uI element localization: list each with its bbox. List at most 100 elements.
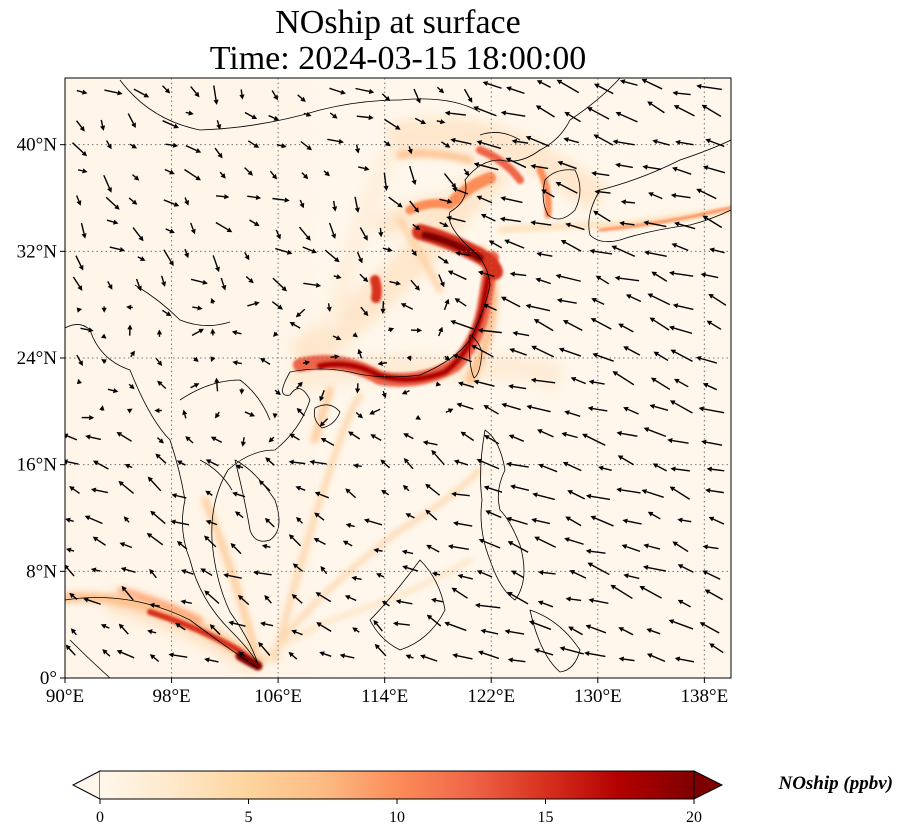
wind-arrow [641, 489, 664, 498]
wind-arrow [677, 517, 692, 523]
wind-arrow [610, 584, 633, 600]
wind-arrow [401, 549, 414, 555]
lon-tick-label: 106°E [254, 686, 302, 707]
wind-arrow [592, 352, 614, 362]
wind-arrow [702, 383, 718, 391]
wind-arrow [589, 248, 613, 255]
wind-arrow [483, 303, 497, 311]
wind-arrow [444, 621, 467, 632]
wind-arrow [649, 317, 670, 331]
wind-arrow [314, 491, 330, 499]
wind-arrow [704, 589, 723, 601]
wind-arrow [288, 459, 306, 465]
wind-arrow [591, 298, 605, 306]
wind-arrow [313, 538, 326, 545]
wind-arrow [706, 466, 725, 472]
wind-arrow [215, 221, 233, 233]
wind-arrow [564, 410, 581, 417]
wind-arrow [405, 654, 414, 660]
wind-arrow [339, 653, 355, 659]
wind-arrow [507, 541, 529, 553]
wind-arrow [359, 273, 369, 283]
wind-arrow [342, 540, 353, 547]
wind-arrow [476, 458, 500, 470]
wind-arrow [614, 275, 640, 282]
wind-arrow [296, 407, 305, 417]
wind-arrow [672, 541, 689, 553]
wind-arrow [205, 490, 213, 496]
wind-arrow [436, 86, 445, 94]
wind-arrow [702, 570, 721, 580]
wind-arrow [438, 326, 443, 337]
wind-arrow [436, 119, 446, 125]
wind-arrow [500, 110, 526, 117]
lon-ticks: 90°E 98°E 106°E 114°E 122°E 130°E 138°E [46, 678, 728, 707]
wind-arrow [530, 377, 556, 384]
wind-arrow [588, 379, 605, 385]
wind-arrow [642, 564, 667, 572]
wind-arrow [296, 516, 303, 524]
wind-arrow [568, 626, 583, 636]
wind-arrow [512, 330, 530, 337]
wind-arrow [205, 519, 218, 526]
wind-arrow [332, 335, 342, 341]
wind-arrow [118, 480, 135, 494]
wind-arrow [430, 597, 443, 603]
wind-arrow [65, 547, 75, 553]
wind-arrow [395, 599, 413, 605]
wind-arrow [425, 483, 441, 496]
wind-arrow [677, 564, 694, 573]
wind-arrow [72, 142, 88, 157]
wind-arrow [76, 89, 88, 95]
wind-arrow [708, 293, 727, 306]
wind-arrow [309, 459, 327, 465]
wind-arrow [332, 200, 338, 212]
wind-arrow [269, 170, 278, 180]
wind-arrow [672, 166, 692, 175]
wind-arrow [561, 431, 578, 439]
wind-arrow [508, 383, 527, 390]
wind-arrow [200, 568, 213, 576]
concentration-field [65, 117, 731, 675]
wind-arrow [249, 219, 260, 227]
wind-arrow [619, 79, 638, 86]
wind-arrow [105, 196, 120, 210]
wind-arrow [652, 139, 670, 146]
wind-arrow [289, 321, 301, 329]
wind-arrow [353, 463, 362, 469]
map-title-line1: NOship at surface [275, 4, 521, 41]
wind-arrow [92, 460, 109, 470]
wind-arrow [358, 165, 370, 172]
wind-arrow [182, 409, 188, 419]
wind-arrow [670, 466, 690, 472]
wind-arrow [615, 162, 633, 169]
wind-arrow [295, 485, 306, 491]
wind-arrow [590, 318, 612, 330]
wind-arrow [669, 325, 693, 335]
wind-arrow [556, 79, 580, 94]
wind-arrow [223, 572, 242, 579]
wind-arrow [584, 651, 606, 658]
wind-arrow [129, 350, 135, 358]
wind-arrow [363, 518, 383, 526]
wind-arrow [642, 164, 662, 170]
wind-arrow [292, 563, 304, 572]
wind-arrow [649, 403, 669, 411]
wind-arrow [618, 656, 635, 662]
wind-arrow [80, 327, 94, 333]
lat-tick-label: 16°N [17, 455, 58, 476]
wind-arrow [452, 353, 472, 363]
wind-arrow [103, 174, 112, 193]
wind-arrow [587, 562, 610, 576]
wind-arrow [699, 622, 720, 634]
wind-arrow [612, 371, 635, 386]
wind-arrow [314, 512, 325, 521]
wind-arrow [351, 575, 362, 581]
wind-arrow [564, 111, 581, 123]
wind-arrow [643, 220, 667, 228]
wind-arrow [301, 172, 309, 180]
wind-arrow [483, 404, 499, 415]
wind-arrow [165, 228, 175, 234]
wind-arrow [526, 404, 551, 413]
